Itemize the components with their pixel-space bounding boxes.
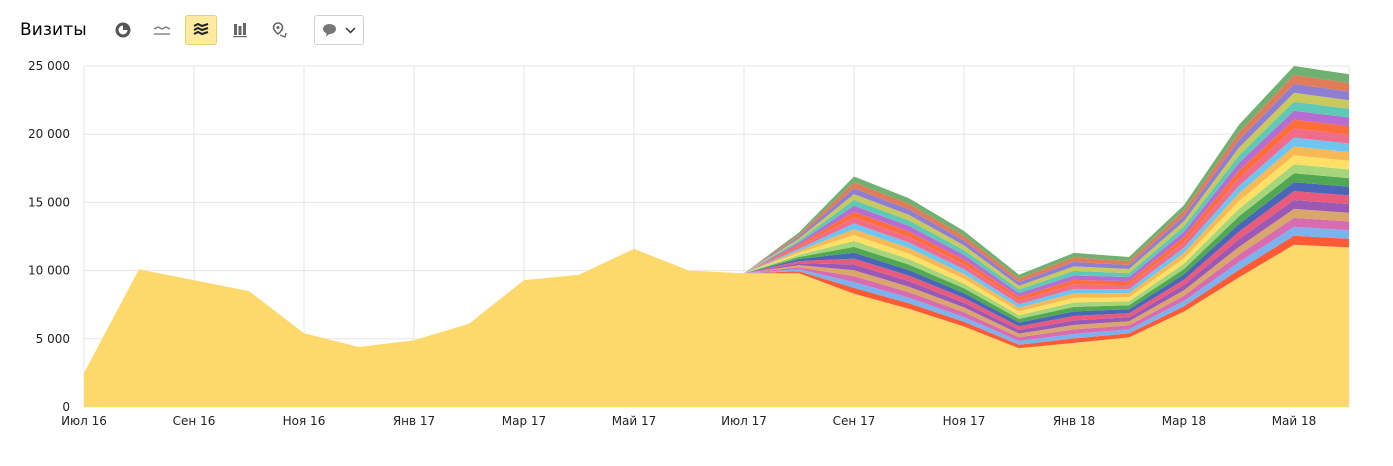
- line-chart-button[interactable]: [146, 15, 178, 45]
- x-tick-label: Янв 17: [393, 414, 435, 428]
- y-tick-label: 0: [62, 400, 70, 414]
- x-tick-label: Сен 16: [173, 414, 216, 428]
- chart-toolbar: Визиты: [20, 14, 364, 46]
- pie-chart-icon: [115, 22, 131, 38]
- x-tick-label: Ноя 16: [283, 414, 326, 428]
- y-tick-label: 15 000: [28, 195, 70, 209]
- column-chart-icon: [232, 23, 247, 38]
- x-tick-label: Ноя 17: [943, 414, 986, 428]
- x-tick-label: Май 18: [1272, 414, 1317, 428]
- map-button[interactable]: [263, 15, 295, 45]
- x-axis: Июл 16 Сен 16 Ноя 16 Янв 17 Мар 17 Май 17 Июл …: [61, 414, 1316, 428]
- area-series-6: [84, 191, 1349, 373]
- x-tick-label: Сен 17: [833, 414, 876, 428]
- area-series-base: [84, 244, 1349, 407]
- y-tick-label: 25 000: [28, 59, 70, 73]
- x-tick-label: Янв 18: [1053, 414, 1095, 428]
- speech-bubble-icon: [322, 24, 336, 37]
- line-chart-icon: [153, 26, 171, 35]
- map-icon: [272, 22, 287, 38]
- chart-title: Визиты: [20, 20, 87, 40]
- x-tick-label: Мар 17: [502, 414, 546, 428]
- y-axis: 0 5 000 10 000 15 000 20 000 25 000: [28, 59, 70, 414]
- y-tick-label: 10 000: [28, 264, 70, 278]
- chevron-down-icon: [345, 26, 356, 34]
- x-tick-label: Июл 16: [61, 414, 107, 428]
- column-chart-button[interactable]: [224, 15, 256, 45]
- pie-chart-button[interactable]: [107, 15, 139, 45]
- x-tick-label: Июл 17: [721, 414, 767, 428]
- x-tick-label: Май 17: [612, 414, 657, 428]
- area-series: [84, 66, 1349, 407]
- annotations-dropdown[interactable]: [313, 15, 364, 45]
- stacked-area-button[interactable]: [184, 15, 217, 45]
- area-series-4: [84, 208, 1349, 373]
- x-tick-label: Мар 18: [1162, 414, 1206, 428]
- area-series-5: [84, 200, 1349, 373]
- y-tick-label: 5 000: [36, 332, 70, 346]
- y-tick-label: 20 000: [28, 127, 70, 141]
- stacked-area-icon: [193, 22, 209, 36]
